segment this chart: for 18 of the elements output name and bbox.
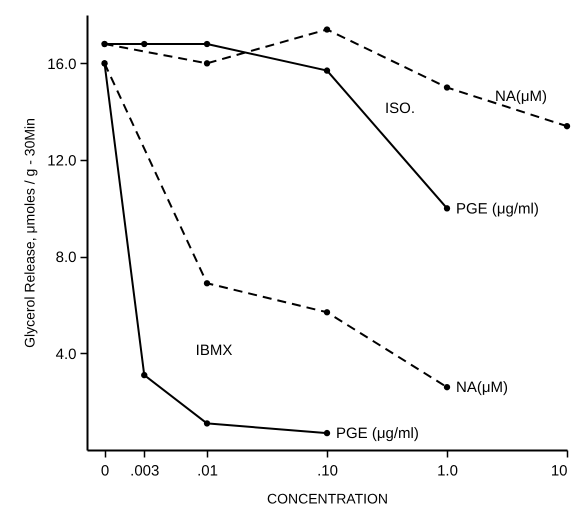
y-tick-label: 4.0 bbox=[56, 346, 76, 363]
annotation: IBMX bbox=[196, 342, 232, 359]
series-label: PGE (μg/ml) bbox=[456, 200, 539, 218]
series-label: PGE (μg/ml) bbox=[336, 425, 419, 442]
x-tick-label: .01 bbox=[197, 462, 218, 480]
x-axis-title: CONCENTRATION bbox=[266, 490, 388, 506]
y-tick-label: 16.0 bbox=[47, 56, 76, 73]
series-label: NA(μM) bbox=[456, 379, 508, 396]
x-tick-label: .10 bbox=[317, 462, 338, 480]
x-tick-label: 1.0 bbox=[437, 462, 458, 480]
x-tick-label: .003 bbox=[130, 462, 160, 480]
x-tick-label: 10 bbox=[550, 462, 568, 480]
x-tick-label: 0 bbox=[100, 462, 110, 480]
y-tick-label: 8.0 bbox=[56, 249, 76, 266]
annotation: ISO. bbox=[384, 100, 416, 117]
series-label: NA(μM) bbox=[495, 88, 547, 106]
y-axis-title: Glycerol Release, μmoles / g - 30Min bbox=[21, 118, 38, 348]
y-tick-label: 12.0 bbox=[47, 152, 76, 170]
